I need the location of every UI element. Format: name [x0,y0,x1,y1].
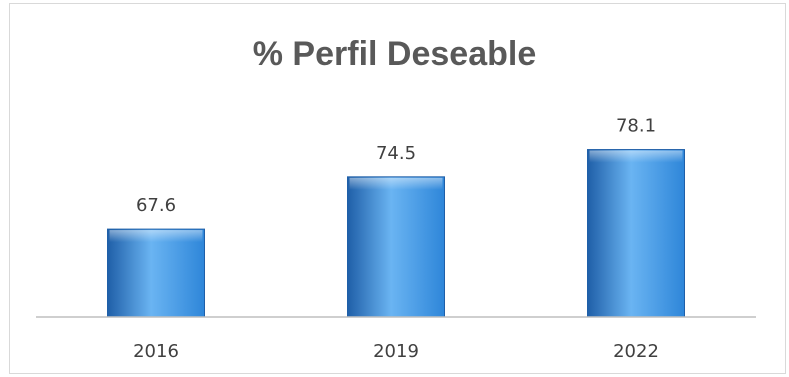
bar-rect-2019 [347,176,445,318]
bar-rect-2016 [107,228,205,318]
x-tick-label-2019: 2019 [373,341,419,362]
data-label-2016: 67.6 [136,195,176,216]
x-tick-label-2016: 2016 [133,341,179,362]
bar-highlight-2019 [349,177,443,190]
x-tick-label-2022: 2022 [613,341,659,362]
data-labels: 67.6 74.5 78.1 [136,116,656,217]
data-label-2019: 74.5 [376,143,416,164]
bar-highlight-2022 [589,150,683,163]
x-tick-labels: 2016 2019 2022 [133,341,659,362]
bars-group [107,149,685,318]
bar-2016 [107,228,205,318]
chart-title: % Perfil Deseable [252,35,537,73]
data-label-2022: 78.1 [616,116,656,137]
bar-rect-2022 [587,149,685,318]
bar-highlight-2016 [109,230,203,243]
bar-2019 [347,176,445,318]
bar-2022 [587,149,685,318]
